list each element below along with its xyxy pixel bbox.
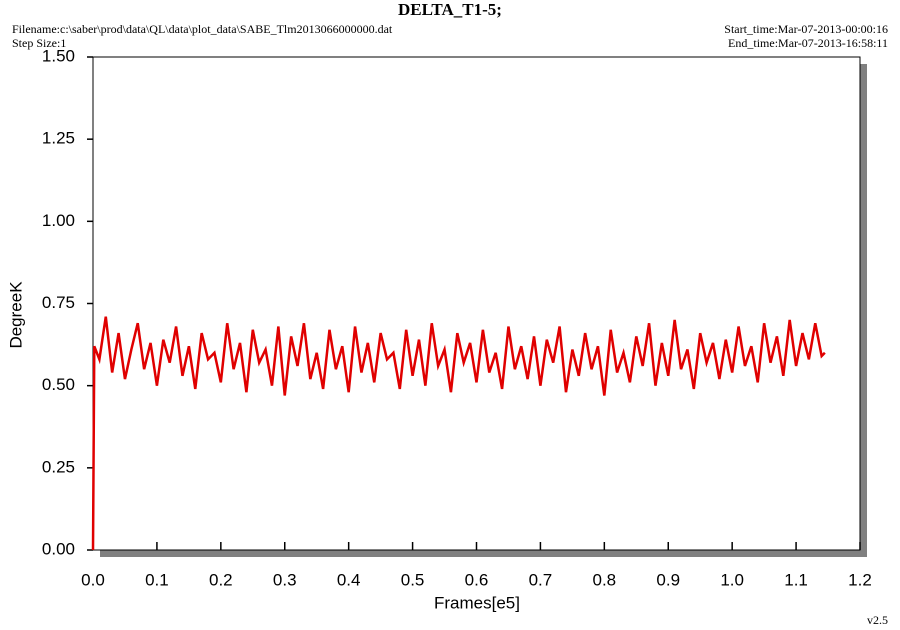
x-tick-label: 0.6 xyxy=(465,570,489,589)
y-tick-label: 0.75 xyxy=(42,293,75,312)
y-tick-label: 1.25 xyxy=(42,129,75,148)
x-tick-label: 0.0 xyxy=(81,570,105,589)
x-tick-label: 0.8 xyxy=(593,570,617,589)
filename: Filename:c:\saber\prod\data\QL\data\plot… xyxy=(12,22,393,36)
x-tick-label: 1.0 xyxy=(720,570,744,589)
chart-title: DELTA_T1-5; xyxy=(398,0,502,19)
y-tick-label: 1.50 xyxy=(42,46,75,65)
y-axis-label: DegreeK xyxy=(6,281,25,349)
x-tick-label: 0.7 xyxy=(529,570,553,589)
x-tick-label: 1.2 xyxy=(848,570,872,589)
x-tick-label: 0.5 xyxy=(401,570,425,589)
version: v2.5 xyxy=(867,613,888,627)
y-tick-label: 0.50 xyxy=(42,375,75,394)
x-tick-label: 0.4 xyxy=(337,570,361,589)
step-size: Step Size:1 xyxy=(12,36,66,50)
plot-area xyxy=(92,56,861,551)
x-tick-label: 0.3 xyxy=(273,570,297,589)
x-tick-label: 1.1 xyxy=(784,570,808,589)
x-tick-label: 0.9 xyxy=(656,570,680,589)
y-tick-label: 0.25 xyxy=(42,457,75,476)
data-line xyxy=(91,316,826,551)
y-tick-label: 1.00 xyxy=(42,211,75,230)
end-time: End_time:Mar-07-2013-16:58:11 xyxy=(728,36,888,50)
start-time: Start_time:Mar-07-2013-00:00:16 xyxy=(724,22,888,36)
y-tick-label: 0.00 xyxy=(42,539,75,558)
x-tick-label: 0.1 xyxy=(145,570,169,589)
x-tick-label: 0.2 xyxy=(209,570,233,589)
x-axis-label: Frames[e5] xyxy=(434,593,520,612)
